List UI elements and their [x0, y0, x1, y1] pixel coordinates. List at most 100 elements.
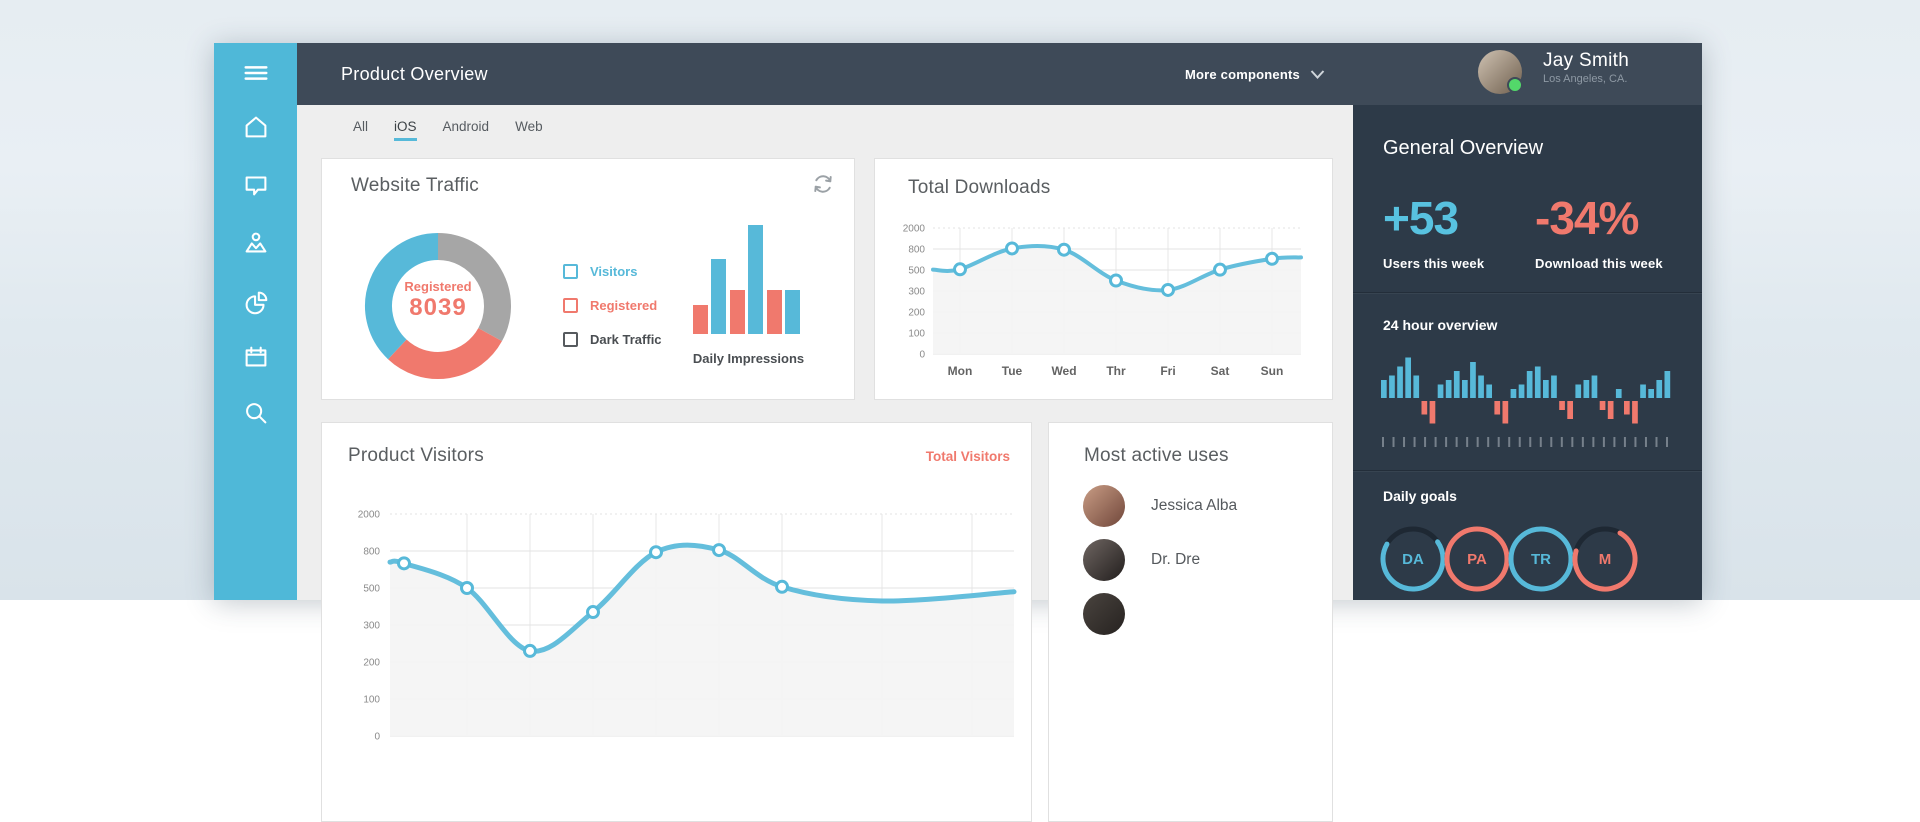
more-components-dropdown[interactable]: More components	[1185, 43, 1325, 105]
svg-text:100: 100	[908, 329, 925, 340]
daily-goal-label: TR	[1531, 550, 1551, 568]
svg-text:2000: 2000	[903, 224, 926, 235]
donut-center-label: Registered	[404, 279, 472, 294]
impression-bar	[729, 290, 745, 334]
user-menu[interactable]: Jay Smith Los Angeles, CA.	[1478, 50, 1629, 98]
daily-goals-title: Daily goals	[1383, 488, 1457, 504]
active-user-row[interactable]: Dr. Dre	[1083, 539, 1322, 581]
avatar	[1083, 593, 1125, 635]
daily-goal-label: PA	[1467, 550, 1487, 568]
hour-overview-title: 24 hour overview	[1383, 317, 1498, 333]
svg-text:Sat: Sat	[1211, 364, 1230, 378]
tab-web[interactable]: Web	[515, 119, 543, 134]
daily-goal-label: M	[1598, 550, 1612, 568]
search-icon[interactable]	[214, 395, 297, 431]
svg-text:200: 200	[908, 308, 925, 319]
general-overview-panel: General Overview +53 Users this week -34…	[1353, 105, 1702, 600]
website-traffic-title: Website Traffic	[351, 175, 479, 196]
user-name: Jay Smith	[1543, 50, 1630, 71]
svg-text:2000: 2000	[358, 510, 381, 521]
downloads-this-week-label: Download this week	[1535, 256, 1663, 271]
legend-item-registered[interactable]: Registered	[563, 297, 662, 313]
pie-chart-icon[interactable]	[214, 284, 297, 320]
calendar-icon[interactable]	[214, 339, 297, 375]
more-components-label: More components	[1185, 66, 1300, 82]
page-title: Product Overview	[341, 64, 488, 84]
donut-center-value: 8039	[409, 294, 467, 321]
legend-checkbox	[563, 297, 578, 313]
product-visitors-title: Product Visitors	[348, 445, 484, 466]
dashboard: Product Overview More components Jay Smi…	[214, 43, 1702, 822]
svg-text:800: 800	[363, 547, 380, 558]
daily-impressions-label: Daily Impressions	[692, 351, 805, 366]
impression-bar	[766, 290, 782, 334]
downloads-this-week-stat: -34% Download this week	[1535, 193, 1663, 271]
daily-goal-m: M	[1569, 523, 1641, 595]
total-downloads-title: Total Downloads	[908, 177, 1051, 198]
svg-text:Tue: Tue	[1002, 364, 1023, 378]
impression-bar	[748, 225, 764, 334]
total-downloads-card: Total Downloads 2000 800 500 300 200 100 0 Mon T…	[874, 158, 1333, 400]
total-downloads-chart: 2000 800 500 300 200 100 0 Mon Tue Wed Thr Fri Sat Su…	[903, 224, 1303, 378]
svg-text:300: 300	[363, 621, 380, 632]
home-icon[interactable]	[214, 109, 297, 145]
general-overview-title: General Overview	[1383, 137, 1544, 159]
legend-item-dark-traffic[interactable]: Dark Traffic	[563, 331, 662, 347]
svg-text:800: 800	[908, 245, 925, 256]
product-visitors-chart: 2000 800 500 300 200 100 0	[358, 510, 1017, 743]
panel-divider	[1353, 470, 1702, 471]
daily-goals: DA PA TR M	[1377, 523, 1677, 599]
daily-goal-tr: TR	[1505, 523, 1577, 595]
downloads-this-week-value: -34%	[1535, 192, 1639, 244]
impression-bar	[693, 305, 708, 334]
users-icon[interactable]	[214, 225, 297, 261]
svg-text:200: 200	[363, 658, 380, 669]
active-user-row[interactable]	[1083, 593, 1322, 635]
main-content: All iOS Android Web Website Traffic Registe…	[297, 105, 1353, 822]
daily-goal-label: DA	[1402, 550, 1424, 568]
legend-checkbox	[563, 331, 578, 347]
traffic-donut-chart	[365, 233, 511, 379]
total-visitors-link[interactable]: Total Visitors	[925, 449, 1010, 464]
most-active-card: Most active uses Jessica Alba Dr. Dre	[1048, 422, 1333, 822]
hour-overview-chart	[1381, 357, 1671, 447]
legend-label: Registered	[590, 297, 658, 313]
tab-all[interactable]: All	[353, 119, 369, 134]
legend-checkbox	[563, 263, 578, 279]
tab-ios[interactable]: iOS	[394, 119, 417, 141]
svg-text:300: 300	[908, 287, 925, 298]
svg-text:0: 0	[374, 732, 380, 743]
legend-label: Visitors	[590, 263, 638, 279]
traffic-legend: Visitors Registered Dark Traffic	[563, 263, 662, 365]
svg-text:Fri: Fri	[1160, 364, 1175, 378]
impression-bar	[711, 259, 727, 334]
users-this-week-value: +53	[1383, 192, 1459, 244]
refresh-icon[interactable]	[812, 173, 834, 195]
tab-android[interactable]: Android	[442, 119, 490, 134]
active-user-row[interactable]: Jessica Alba	[1083, 485, 1322, 527]
svg-text:Sun: Sun	[1261, 364, 1284, 378]
svg-text:100: 100	[363, 695, 380, 706]
menu-icon[interactable]	[214, 55, 297, 91]
legend-item-visitors[interactable]: Visitors	[563, 263, 662, 279]
user-names: Jay Smith Los Angeles, CA.	[1543, 50, 1629, 98]
platform-tabs: All iOS Android Web	[353, 105, 543, 155]
active-user-name: Dr. Dre	[1151, 551, 1201, 568]
top-header: Product Overview More components Jay Smi…	[297, 43, 1702, 105]
donut-center-text: Registered 8039	[378, 279, 498, 322]
daily-goal-da: DA	[1377, 523, 1449, 595]
svg-text:Wed: Wed	[1051, 364, 1076, 378]
online-status-dot	[1507, 77, 1523, 93]
daily-goal-pa: PA	[1441, 523, 1513, 595]
chevron-down-icon	[1310, 69, 1325, 79]
users-this-week-label: Users this week	[1383, 256, 1485, 271]
svg-text:Thr: Thr	[1106, 364, 1126, 378]
user-location: Los Angeles, CA.	[1543, 73, 1628, 85]
legend-label: Dark Traffic	[590, 331, 662, 347]
panel-divider	[1353, 292, 1702, 293]
website-traffic-card: Website Traffic Registered 8039 Visitors…	[321, 158, 855, 400]
chat-icon[interactable]	[214, 167, 297, 203]
active-user-name: Jessica Alba	[1151, 497, 1238, 514]
svg-text:500: 500	[908, 266, 925, 277]
